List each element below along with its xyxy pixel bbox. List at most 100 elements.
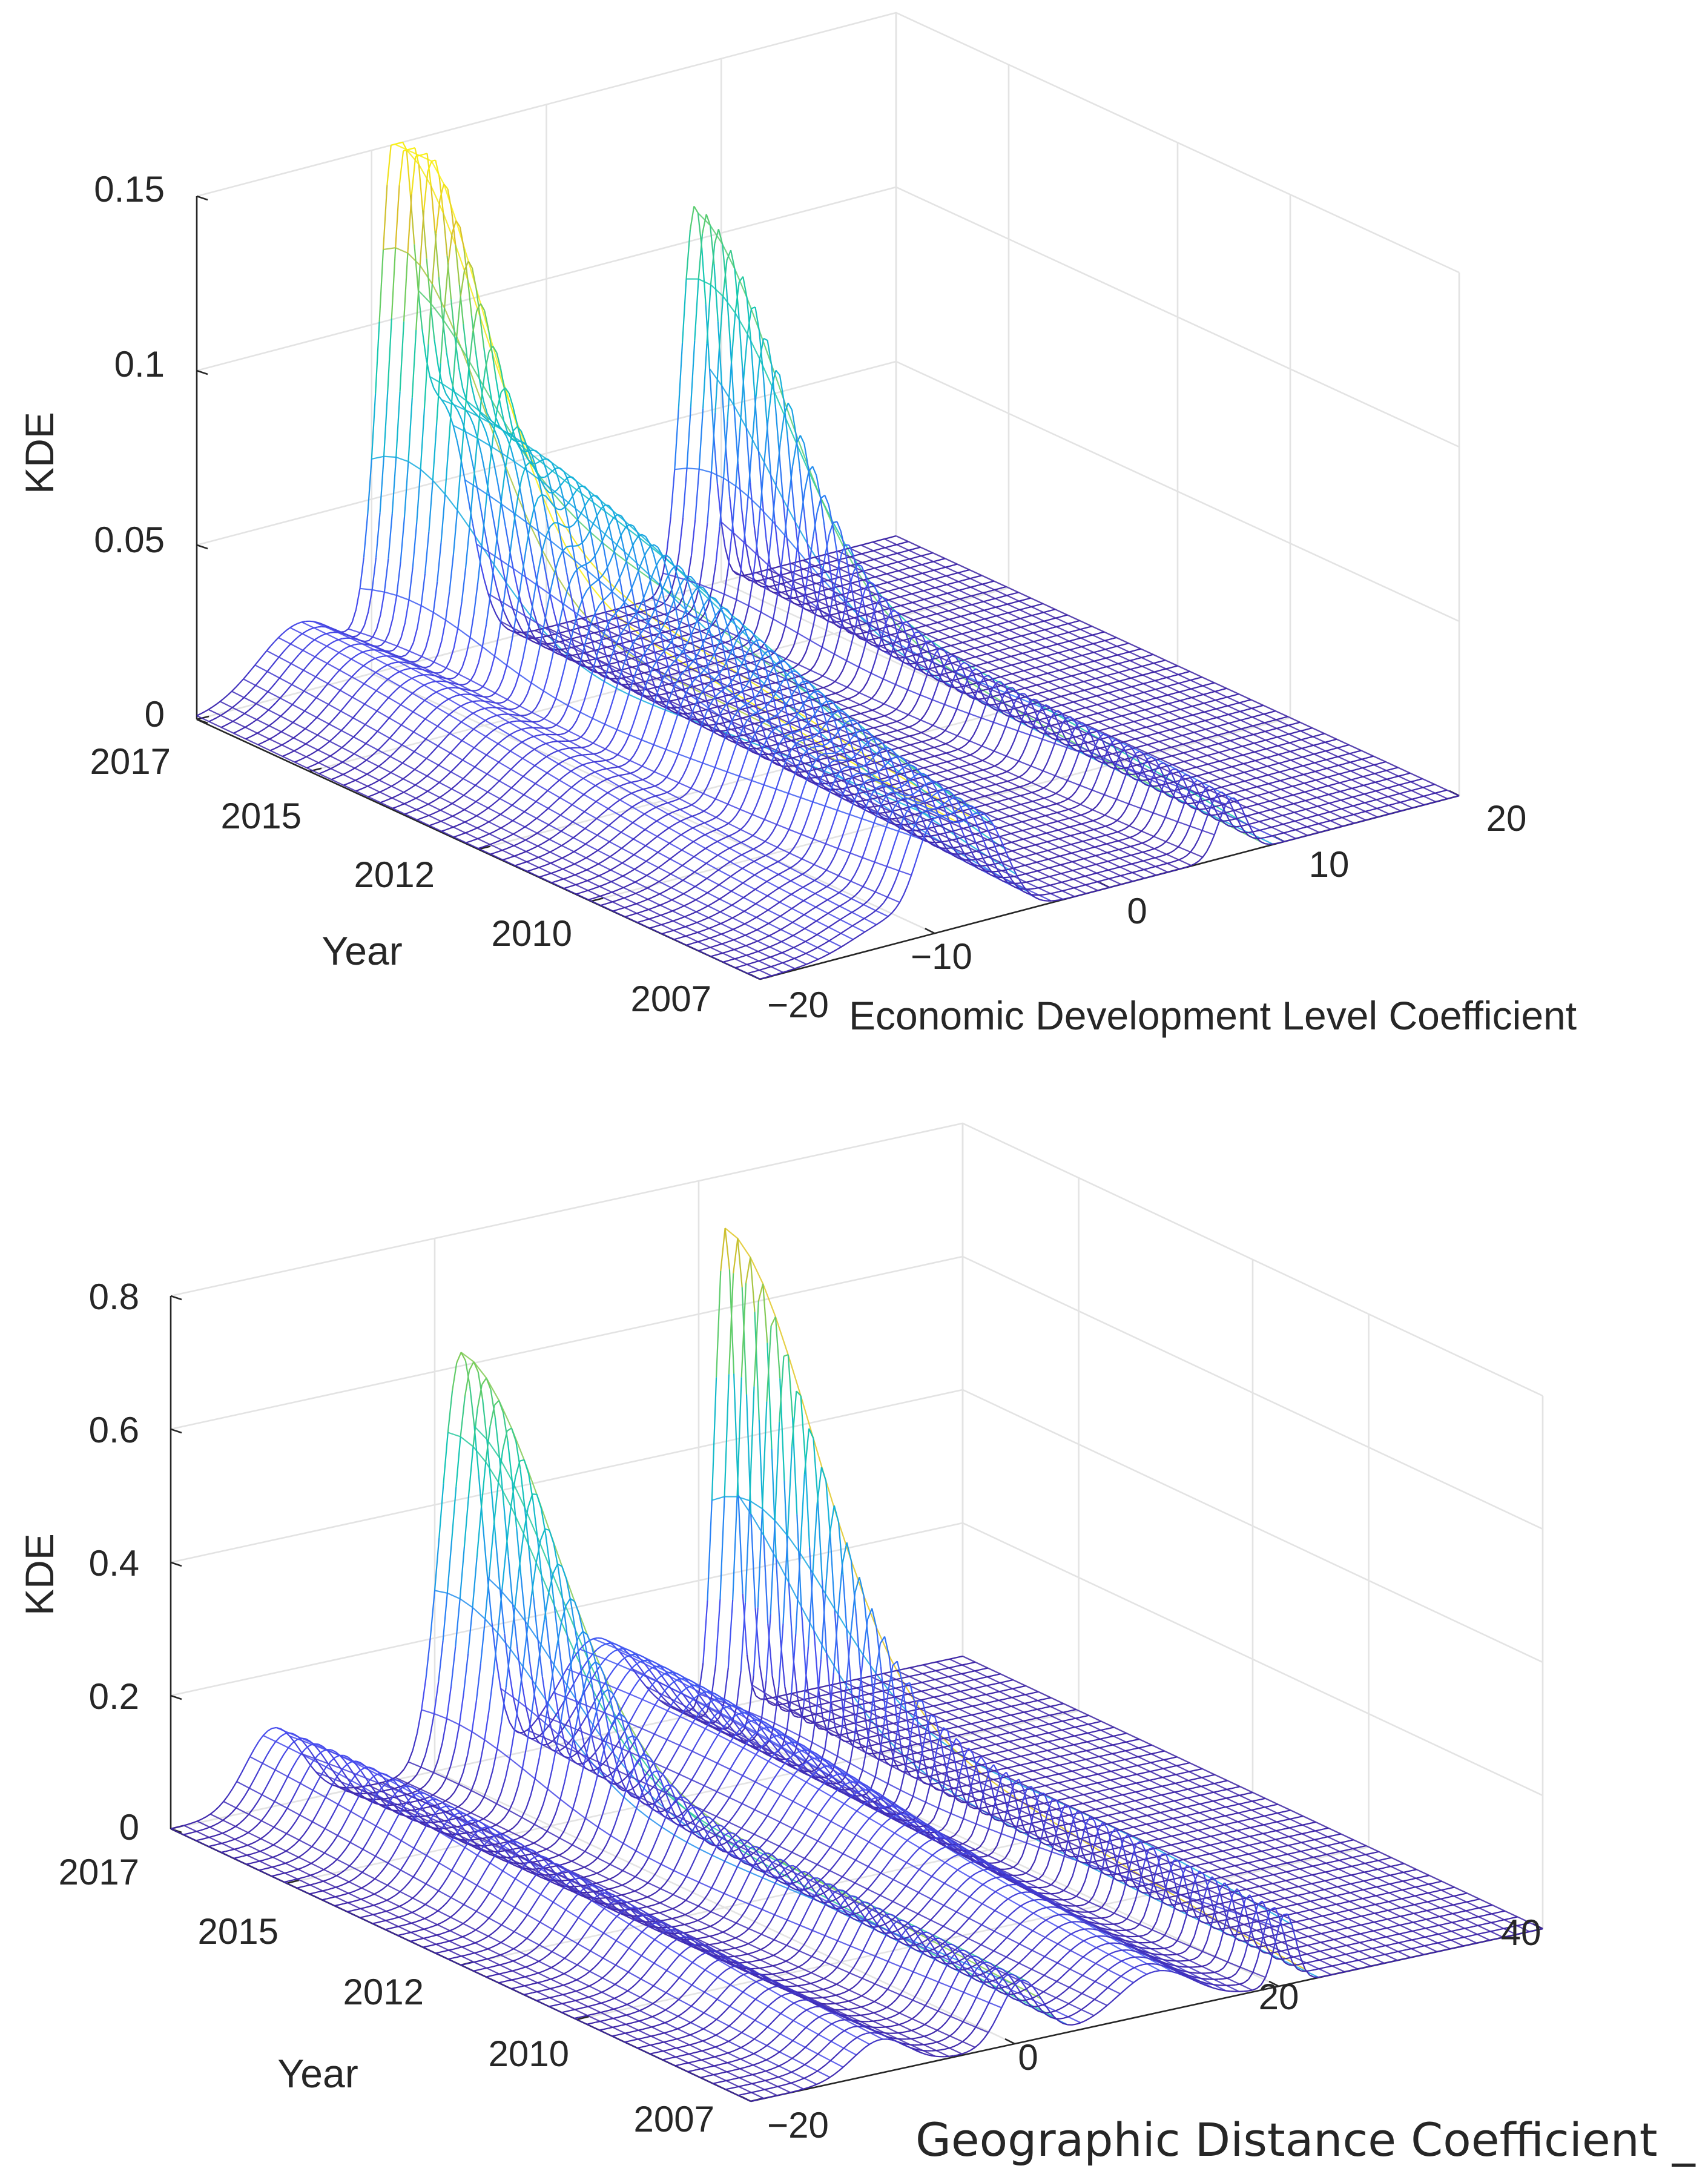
chart-1-mesh-seg (745, 576, 750, 581)
chart-1-mesh-seg (538, 744, 542, 748)
chart-1-mesh-seg (897, 728, 902, 732)
chart-1-mesh-seg (542, 497, 547, 519)
chart-1-mesh-seg (408, 567, 414, 600)
chart-1-mesh-seg (395, 142, 399, 145)
chart-1-mesh-seg (1059, 669, 1064, 671)
chart-1-mesh-seg (897, 552, 902, 554)
chart-1-mesh-seg (464, 431, 470, 448)
chart-1-mesh-seg (630, 771, 635, 774)
chart-1-mesh-seg (514, 761, 519, 766)
chart-1-mesh-seg (470, 747, 475, 753)
chart-1-mesh-seg (1085, 644, 1090, 647)
chart-1-mesh-seg (467, 788, 472, 793)
chart-1-mesh-seg (843, 574, 848, 577)
chart-1-mesh-seg (455, 220, 461, 228)
chart-1-mesh-seg (830, 560, 835, 563)
chart-1-mesh-seg (537, 494, 542, 499)
chart-1-mesh-seg (521, 500, 527, 523)
chart-1-mesh-seg (1000, 622, 1005, 624)
chart-1-mesh-seg (725, 640, 730, 644)
chart-1-mesh-seg (1185, 670, 1190, 673)
chart-1-mesh-seg (747, 732, 751, 735)
chart-1-mesh-seg (439, 183, 445, 200)
chart-1-mesh-seg (288, 722, 294, 727)
chart-1-mesh-seg (608, 821, 613, 826)
chart-1-mesh-seg (763, 337, 768, 342)
chart-1-mesh-seg (751, 549, 757, 583)
chart-1-mesh-seg (564, 730, 569, 734)
chart-1-mesh-seg (284, 708, 289, 713)
chart-1-mesh-seg (737, 699, 742, 702)
chart-1-mesh-seg (934, 745, 938, 748)
chart-1-mesh-seg (289, 737, 294, 741)
chart-1-mesh-seg (453, 825, 458, 828)
chart-1-mesh-seg (907, 678, 912, 690)
chart-1-mesh-seg (475, 689, 480, 692)
chart-1-mesh-seg (587, 787, 592, 792)
chart-1-mesh-seg (395, 781, 400, 785)
chart-1-mesh-seg (951, 644, 955, 647)
chart-1-mesh-seg (1014, 592, 1019, 594)
chart-1-mesh-seg (262, 650, 268, 656)
chart-1-mesh-seg (444, 698, 449, 702)
chart-1-mesh-seg (962, 641, 967, 644)
chart-1-mesh-seg (343, 783, 348, 786)
chart-1-mesh-seg (725, 694, 730, 697)
chart-1-mesh-seg (614, 580, 619, 588)
chart-1-mesh-seg (504, 822, 509, 827)
chart-1-mesh-seg (470, 315, 476, 351)
chart-1-mesh-seg (711, 563, 717, 589)
chart-1-mesh-seg (1047, 662, 1052, 666)
chart-1-mesh-seg (1020, 626, 1025, 628)
chart-1-mesh-seg (886, 741, 891, 743)
chart-1-mesh-seg (808, 536, 814, 564)
chart-1-mesh-seg (1100, 639, 1105, 643)
chart-1-mesh-seg (484, 700, 489, 702)
chart-1-mesh-seg (581, 828, 585, 833)
chart-1-mesh-seg (681, 626, 685, 629)
chart-1-mesh-seg (604, 713, 610, 725)
chart-1-mesh-seg (510, 747, 515, 752)
chart-1-mesh-seg (898, 746, 903, 749)
chart-1-mesh-seg (515, 631, 521, 636)
chart-1-mesh-seg (875, 706, 880, 710)
chart-1-mesh-seg (1021, 643, 1026, 646)
chart-1-mesh-seg (874, 558, 879, 560)
chart-1-mesh-seg (963, 662, 968, 666)
chart-1-mesh-seg (535, 867, 539, 870)
chart-1-mesh-seg (599, 656, 604, 659)
chart-1-mesh-seg (1018, 599, 1023, 602)
chart-1-mesh-seg (432, 581, 438, 613)
chart-1-mesh-seg (975, 602, 980, 604)
chart-1-mesh-seg (452, 336, 458, 387)
chart-1-mesh-seg (995, 667, 1000, 670)
chart-1-mesh-seg (481, 422, 487, 433)
chart-1-mesh-seg (808, 575, 813, 578)
chart-1-mesh-seg (481, 736, 487, 741)
chart-1-mesh-seg (601, 748, 606, 753)
chart-1-mesh-seg (971, 656, 976, 659)
chart-1-mesh-seg (1016, 618, 1021, 621)
chart-1-mesh-seg (478, 686, 484, 690)
chart-1-mesh-seg (419, 793, 424, 797)
chart-1-mesh-seg (889, 730, 894, 733)
chart-1-mesh-seg (906, 744, 911, 747)
chart-1-mesh-seg (767, 727, 771, 730)
chart-1-mesh-seg (693, 640, 698, 643)
chart-1-mesh-seg (806, 669, 811, 674)
chart-1-mesh-seg (427, 788, 432, 792)
chart-1-mesh-seg (1070, 666, 1075, 668)
chart-1-mesh-seg (442, 756, 447, 762)
chart-1-mesh-seg (787, 739, 792, 742)
chart-1-mesh-seg (710, 707, 714, 710)
chart-1-mesh-seg (354, 638, 358, 641)
chart-1-mesh-seg (602, 778, 608, 782)
chart-1-mesh-seg (285, 739, 290, 744)
chart-1-mesh-seg (308, 702, 313, 707)
chart-1-mesh-seg (295, 674, 300, 681)
chart-1-mesh-seg (897, 604, 901, 607)
chart-1-mesh-seg (550, 752, 555, 755)
chart-1-mesh-seg (835, 691, 840, 694)
chart-1-mesh-seg (1037, 630, 1041, 633)
chart-1-mesh-seg (495, 613, 501, 621)
